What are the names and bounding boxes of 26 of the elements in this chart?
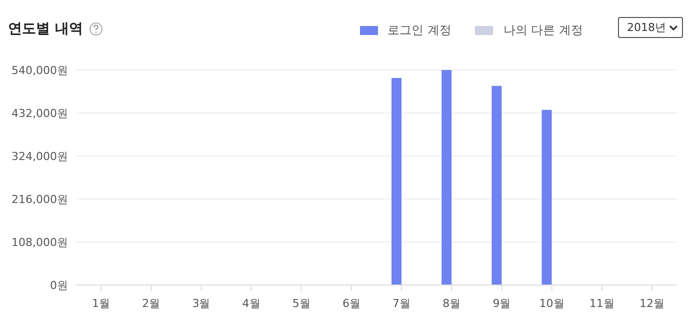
x-tick-label: 9월 — [492, 296, 511, 310]
x-tick-label: 5월 — [292, 296, 310, 310]
y-tick-label: 108,000원 — [12, 236, 68, 249]
bar — [442, 70, 452, 285]
x-tick-label: 3월 — [192, 296, 210, 310]
text: 2018년 — [618, 17, 683, 38]
x-tick-label: 1월 — [92, 296, 110, 310]
y-tick-label: 324,000원 — [12, 150, 68, 163]
y-tick-label: 540,000원 — [12, 64, 68, 77]
x-tick-label: 10월 — [539, 296, 564, 310]
x-tick-label: 2월 — [142, 296, 160, 310]
bar — [492, 86, 502, 285]
y-tick-label: 0원 — [50, 278, 68, 292]
bar — [392, 78, 402, 285]
x-tick-label: 6월 — [342, 296, 360, 310]
chart-title: 연도별 내역 — [8, 20, 83, 38]
x-tick-label: 4월 — [242, 296, 260, 310]
bar — [542, 110, 552, 285]
legend-label: 로그인 계정 — [386, 22, 452, 39]
x-tick-label: 12월 — [639, 296, 664, 310]
x-tick-label: 8월 — [442, 296, 461, 310]
legend-label: 나의 다른 계정 — [502, 22, 583, 39]
x-tick-label: 11월 — [589, 296, 614, 310]
x-tick-label: 7월 — [392, 296, 411, 310]
y-tick-label: 216,000원 — [12, 192, 68, 206]
y-tick-label: 432,000원 — [12, 106, 68, 120]
